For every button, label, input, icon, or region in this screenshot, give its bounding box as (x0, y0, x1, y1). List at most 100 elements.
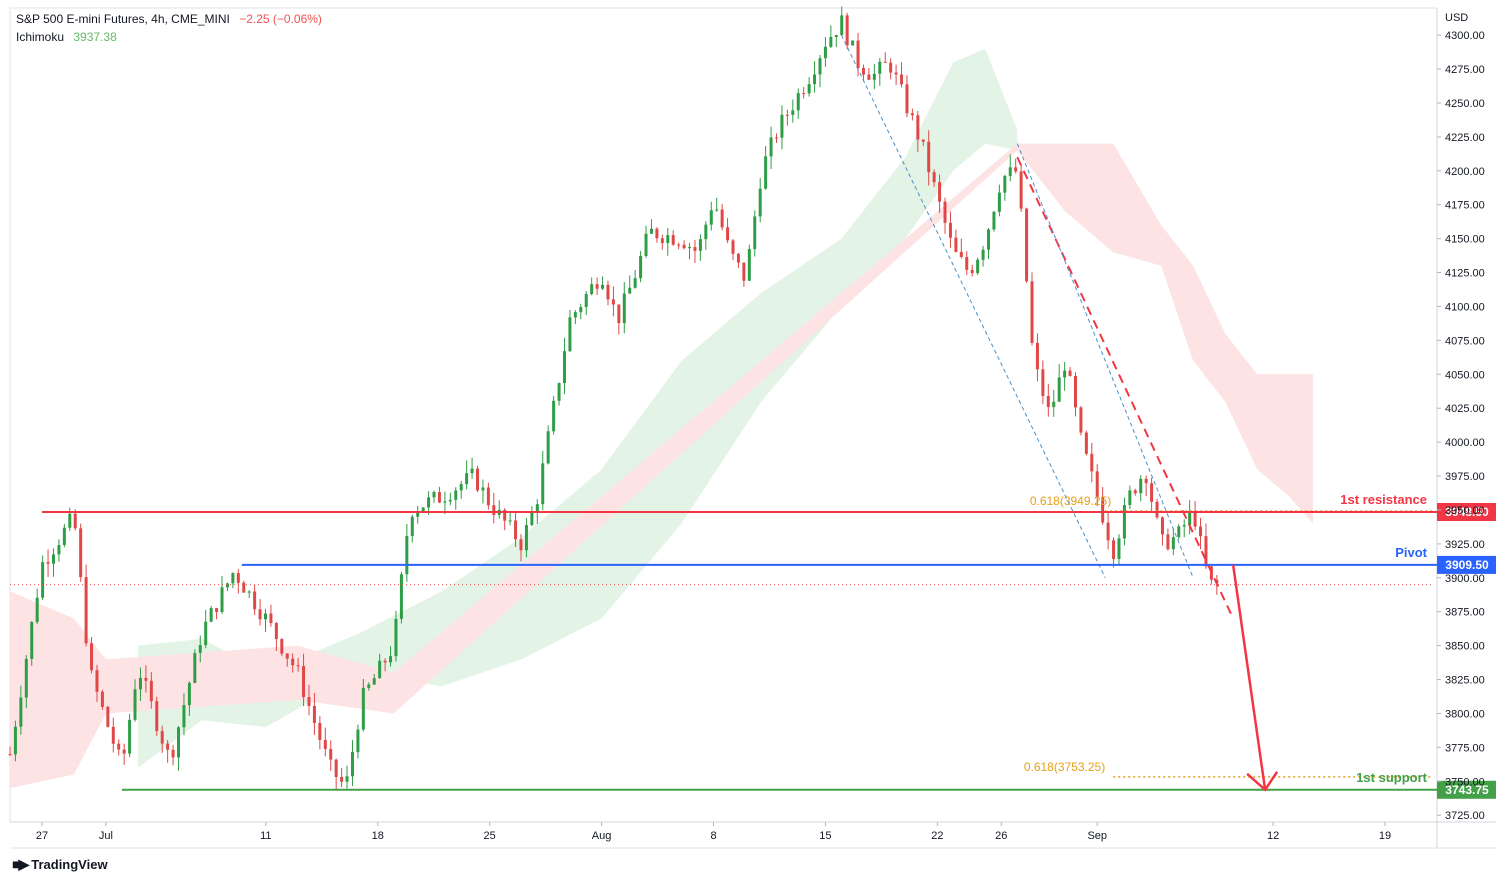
candle-down (1150, 483, 1154, 502)
candle-down (954, 237, 958, 252)
candle-up (356, 729, 360, 753)
candle-down (291, 658, 295, 666)
candle-down (318, 722, 322, 740)
price-tick-label: 3725.00 (1445, 810, 1485, 822)
candle-up (666, 235, 670, 243)
candle-up (454, 490, 458, 500)
candle-down (606, 284, 610, 300)
candle-up (345, 776, 349, 782)
candle-up (448, 499, 452, 502)
candle-down (236, 573, 240, 583)
price-tick-label: 4025.00 (1445, 403, 1485, 415)
candle-down (682, 244, 686, 249)
candle-up (981, 249, 985, 260)
price-tick-label: 4200.00 (1445, 166, 1485, 178)
price-tick-label: 4075.00 (1445, 335, 1485, 347)
candle-up (628, 287, 632, 294)
candle-up (546, 431, 550, 464)
candle-down (269, 613, 273, 624)
candle-down (959, 251, 963, 257)
price-tick-label: 4000.00 (1445, 437, 1485, 449)
candle-down (900, 74, 904, 85)
candle-up (1063, 370, 1067, 378)
candle-up (829, 36, 833, 47)
candle-up (182, 705, 186, 728)
candle-up (378, 660, 382, 679)
candle-up (247, 591, 251, 593)
candle-up (1188, 510, 1192, 525)
price-tick-label: 3925.00 (1445, 539, 1485, 551)
candle-down (1101, 496, 1105, 523)
projection-arrow-head (1246, 771, 1279, 792)
time-tick-label: 26 (995, 830, 1007, 842)
candle-up (367, 684, 371, 688)
candle-down (1090, 453, 1094, 472)
candle-down (1133, 490, 1137, 494)
candle-down (46, 562, 50, 564)
price-tick-label: 3875.00 (1445, 607, 1485, 619)
1st-resistance-price-tag-text: 3948.50 (1445, 505, 1489, 519)
time-tick-label: 11 (260, 830, 271, 842)
candle-up (427, 497, 431, 508)
time-tick-label: 18 (372, 830, 384, 842)
candle-up (639, 255, 643, 279)
candle-down (79, 528, 83, 578)
candle-down (149, 680, 153, 702)
candle-down (1204, 536, 1208, 567)
candle-up (1008, 167, 1012, 176)
indicator-name[interactable]: Ichimoku (16, 30, 65, 44)
candle-up (758, 188, 762, 217)
tradingview-logo[interactable]: ■▶ TradingView (12, 856, 108, 873)
fib-level-label: 0.618(3949.25) (1030, 494, 1111, 508)
price-tick-label: 3900.00 (1445, 573, 1485, 585)
candle-down (90, 643, 94, 671)
candle-up (13, 726, 17, 755)
1st-support-price-tag (1437, 780, 1496, 799)
candle-down (519, 539, 523, 551)
candle-down (340, 777, 344, 782)
candle-up (524, 525, 528, 551)
candle-up (264, 613, 268, 620)
candle-down (215, 608, 219, 612)
candle-up (704, 224, 708, 240)
symbol-title[interactable]: S&P 500 E-mini Futures, 4h, CME_MINI (16, 12, 230, 26)
candle-down (916, 115, 920, 140)
candle-down (1046, 396, 1050, 407)
candle-down (655, 228, 659, 239)
candle-down (1112, 540, 1116, 560)
candle-up (62, 527, 66, 545)
time-tick-label: Jul (99, 830, 113, 842)
candle-down (84, 577, 88, 644)
candle-down (1068, 370, 1072, 376)
candle-down (910, 113, 914, 116)
candle-up (872, 73, 876, 80)
candle-down (258, 609, 262, 620)
candle-up (997, 192, 1001, 212)
candle-down (927, 141, 931, 173)
candle-up (601, 284, 605, 289)
candle-down (1106, 522, 1110, 541)
candle-down (671, 235, 675, 245)
candle-down (1030, 281, 1034, 343)
1st-resistance-label: 1st resistance (1340, 492, 1427, 507)
candle-down (742, 262, 746, 281)
candle-up (57, 544, 61, 555)
candle-down (1155, 501, 1159, 518)
candle-down (280, 639, 284, 654)
candle-up (459, 484, 463, 491)
candle-up (715, 209, 719, 211)
candle-down (883, 61, 887, 63)
candle-up (481, 487, 485, 491)
price-tick-label: 3775.00 (1445, 742, 1485, 754)
candle-up (649, 228, 653, 234)
candle-down (329, 748, 333, 760)
candle-down (302, 666, 306, 698)
candle-down (726, 227, 730, 241)
candle-up (834, 35, 838, 37)
candle-down (106, 706, 110, 727)
candle-down (323, 739, 327, 749)
price-tick-label: 4100.00 (1445, 301, 1485, 313)
candle-up (35, 597, 39, 623)
candle-down (285, 653, 289, 659)
